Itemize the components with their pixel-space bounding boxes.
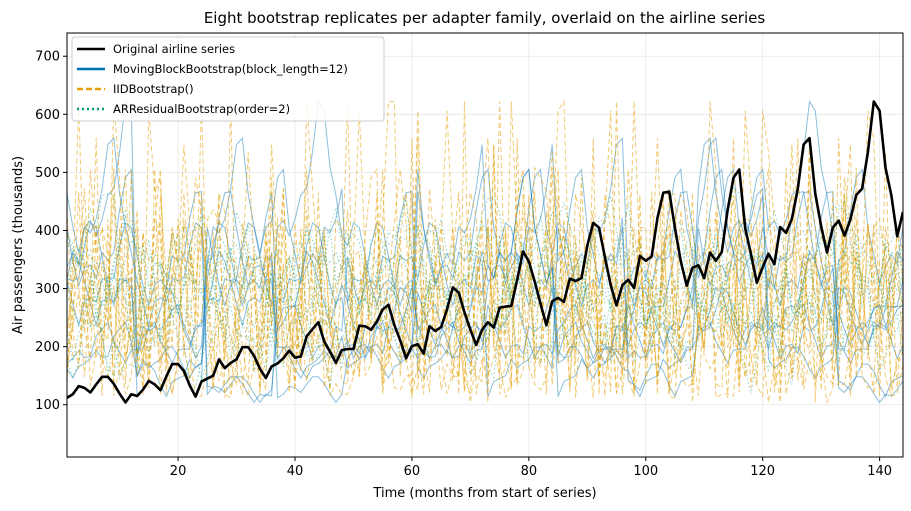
x-tick-label: 140 [867,464,892,479]
original-series-layer [67,100,903,404]
replicate-line [67,101,903,403]
x-tick-label: 60 [404,464,421,479]
replicate-line [67,100,903,397]
y-axis-ticks: 100 200 300 400 500 600 700 [35,50,67,413]
original-series-line [67,100,903,404]
legend-label: IIDBootstrap() [113,82,194,96]
replicate-line [67,195,903,356]
replicate-line [67,110,903,398]
replicate-line [67,110,903,405]
y-tick-label: 400 [35,224,60,239]
legend-label: MovingBlockBootstrap(block_length=12) [113,62,348,76]
grid-lines [67,33,903,457]
x-tick-label: 120 [750,464,775,479]
legend-label: Original airline series [113,42,235,56]
replicate-line [67,197,903,360]
legend-label: ARResidualBootstrap(order=2) [113,102,290,116]
replicate-line [67,136,903,404]
replicate-line [67,233,903,395]
legend-box [71,36,385,122]
y-tick-label: 100 [35,398,60,413]
chart-title: Eight bootstrap replicates per adapter f… [204,9,766,27]
replicate-line [67,225,903,386]
y-tick-label: 200 [35,340,60,355]
x-tick-label: 20 [170,464,187,479]
replicate-line [67,101,903,403]
x-tick-label: 100 [633,464,658,479]
y-tick-label: 600 [35,108,60,123]
y-tick-label: 300 [35,282,60,297]
replicate-line [67,99,903,403]
y-tick-label: 700 [35,50,60,65]
plot-frame [66,32,904,458]
x-tick-label: 80 [521,464,538,479]
replicate-line [67,136,903,404]
y-tick-label: 500 [35,166,60,181]
x-axis-ticks: 20 40 60 80 100 120 140 [170,457,892,479]
replicate-group [67,99,903,405]
y-axis-label: Air passengers (thousands) [11,156,26,334]
legend: Original airline series MovingBlockBootst… [71,36,385,122]
replicate-line [67,101,903,398]
bootstrap-replicates [67,99,903,405]
x-tick-label: 40 [287,464,304,479]
x-axis-label: Time (months from start of series) [372,486,596,501]
